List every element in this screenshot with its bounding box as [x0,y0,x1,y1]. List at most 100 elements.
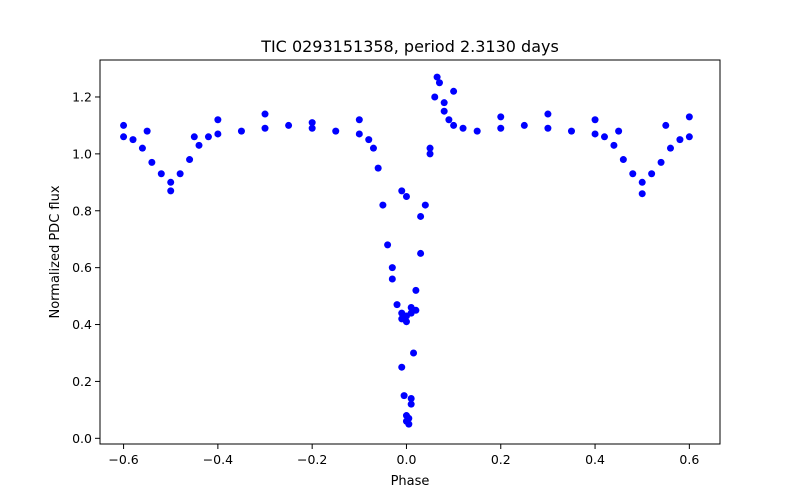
data-point [402,312,410,320]
data-point [685,113,693,121]
x-tick-label: −0.6 [108,452,138,467]
data-point [186,156,194,164]
data-point [638,190,646,198]
data-point [190,133,198,141]
x-tick-label: −0.4 [203,452,233,467]
data-point [520,121,528,129]
data-point [648,170,656,178]
x-axis-ticks: −0.6 −0.4 −0.2 0.0 0.2 0.4 0.6 [108,444,699,467]
data-point [148,158,156,166]
data-point [450,87,458,95]
data-point [143,127,151,135]
y-tick-label: 1.0 [72,146,92,161]
data-point [426,150,434,158]
data-point [610,141,618,149]
data-point [600,133,608,141]
data-point [129,136,137,144]
y-axis-ticks: 0.0 0.2 0.4 0.6 0.8 1.0 1.2 [72,89,100,446]
data-point [261,124,269,132]
data-point [167,187,175,195]
data-point [138,144,146,152]
y-tick-label: 0.0 [72,431,92,446]
data-point [120,121,128,129]
data-point [431,93,439,101]
x-tick-label: 0.6 [679,452,699,467]
data-point [402,318,410,326]
data-point [176,170,184,178]
data-point [426,144,434,152]
data-point [685,133,693,141]
data-point [398,187,406,195]
data-point [619,156,627,164]
data-point [120,133,128,141]
data-point [676,136,684,144]
data-point [393,301,401,309]
data-point [398,363,406,371]
data-point [308,119,316,127]
data-point [214,116,222,124]
data-point [374,164,382,172]
data-point [412,286,420,294]
x-axis-label: Phase [391,474,430,489]
x-tick-label: 0.0 [397,452,417,467]
data-point [421,201,429,209]
data-point [400,392,408,400]
data-point [666,144,674,152]
data-point [384,241,392,249]
data-point [355,130,363,138]
y-tick-label: 0.2 [72,374,92,389]
data-point [417,212,425,220]
data-point [285,121,293,129]
y-axis-label: Normalized PDC flux [48,185,63,318]
data-point [544,110,552,118]
data-point [459,124,467,132]
data-point [379,201,387,209]
x-tick-label: 0.4 [585,452,605,467]
data-point [450,121,458,129]
data-point [214,130,222,138]
data-point [388,275,396,283]
data-point [369,144,377,152]
data-point [615,127,623,135]
data-point [662,121,670,129]
data-point [195,141,203,149]
x-tick-label: 0.2 [491,452,511,467]
data-point [440,107,448,115]
data-point [365,136,373,144]
plot-frame [99,59,721,445]
data-point [473,127,481,135]
data-point [388,264,396,272]
data-point [204,133,212,141]
data-point [417,249,425,257]
data-point [629,170,637,178]
y-tick-label: 0.4 [72,317,92,332]
data-point [308,124,316,132]
y-tick-label: 1.2 [72,89,92,104]
data-point [638,178,646,186]
data-point [433,73,441,81]
data-point [445,116,453,124]
data-point [402,193,410,201]
data-point [591,130,599,138]
data-point [440,99,448,107]
data-point [407,400,415,408]
data-point [410,349,418,357]
data-point [355,116,363,124]
data-point [261,110,269,118]
data-point [567,127,575,135]
y-tick-label: 0.8 [72,203,92,218]
data-point [332,127,340,135]
y-tick-label: 0.6 [72,260,92,275]
data-points [120,73,693,428]
data-point [405,414,413,422]
data-point [657,158,665,166]
data-point [412,306,420,314]
data-point [237,127,245,135]
data-point [435,79,443,87]
data-point [591,116,599,124]
x-tick-label: −0.2 [297,452,327,467]
data-point [407,394,415,402]
data-point [497,113,505,121]
